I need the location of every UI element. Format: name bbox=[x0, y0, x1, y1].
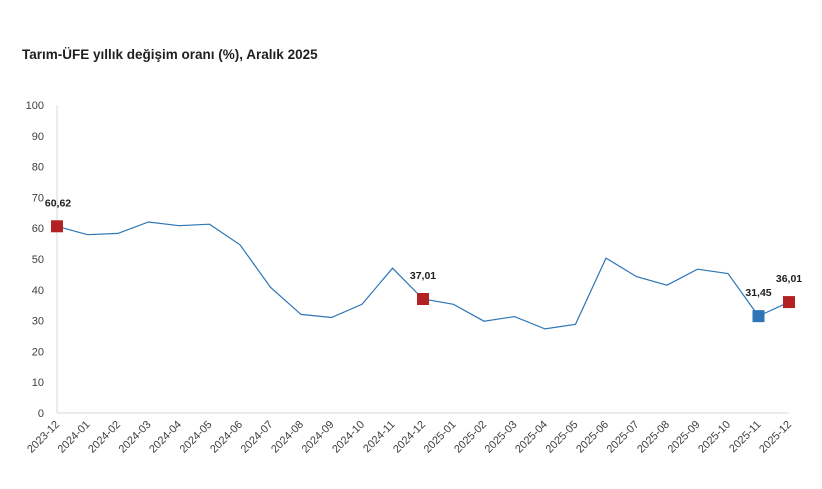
x-tick-label: 2025-05 bbox=[544, 419, 581, 456]
y-tick-label: 0 bbox=[38, 408, 44, 420]
y-axis: 0 10 20 30 40 50 60 70 80 90 100 bbox=[26, 100, 58, 420]
x-tick-label: 2025-08 bbox=[635, 419, 672, 456]
x-tick-label: 2024-06 bbox=[208, 419, 245, 456]
y-tick-label: 50 bbox=[32, 254, 44, 266]
y-tick-label: 40 bbox=[32, 285, 44, 297]
x-tick-label: 2025-04 bbox=[513, 419, 550, 456]
data-label: 31,45 bbox=[745, 287, 771, 299]
highlight-marker bbox=[783, 296, 795, 309]
x-tick-label: 2024-12 bbox=[391, 419, 428, 456]
x-tick-label: 2025-10 bbox=[696, 419, 733, 456]
y-tick-label: 80 bbox=[32, 162, 44, 174]
y-tick-label: 90 bbox=[32, 131, 44, 143]
y-tick-label: 70 bbox=[32, 192, 44, 204]
data-label: 36,01 bbox=[776, 273, 802, 285]
x-tick-label: 2024-04 bbox=[147, 419, 184, 456]
highlight-marker bbox=[752, 310, 765, 323]
highlight-marker bbox=[51, 220, 63, 233]
y-tick-label: 100 bbox=[26, 100, 44, 112]
x-tick-label: 2024-02 bbox=[86, 419, 123, 456]
x-tick-label: 2025-06 bbox=[574, 419, 611, 456]
x-tick-label: 2025-03 bbox=[483, 419, 520, 456]
y-tick-label: 60 bbox=[32, 223, 44, 235]
y-tick-label: 20 bbox=[32, 346, 44, 358]
x-tick-label: 2024-01 bbox=[56, 419, 93, 456]
data-label: 37,01 bbox=[410, 270, 436, 282]
x-tick-label: 2025-12 bbox=[757, 419, 794, 456]
y-tick-label: 30 bbox=[32, 316, 44, 328]
x-tick-label: 2023-12 bbox=[25, 419, 62, 456]
x-tick-label: 2024-05 bbox=[178, 419, 215, 456]
x-tick-label: 2024-07 bbox=[239, 419, 276, 456]
x-tick-label: 2024-10 bbox=[330, 419, 367, 456]
x-tick-label: 2024-09 bbox=[300, 419, 337, 456]
highlight-markers: 60,62 37,01 31,45 36,01 bbox=[45, 197, 802, 323]
x-axis: 2023-122024-012024-022024-032024-042024-… bbox=[25, 412, 794, 456]
x-tick-label: 2024-03 bbox=[117, 419, 154, 456]
chart-title: Tarım-ÜFE yıllık değişim oranı (%), Aral… bbox=[22, 47, 318, 62]
data-label: 60,62 bbox=[45, 197, 71, 209]
x-tick-label: 2024-08 bbox=[269, 419, 306, 456]
x-tick-label: 2025-01 bbox=[422, 419, 459, 456]
x-tick-label: 2025-09 bbox=[666, 419, 703, 456]
y-tick-label: 10 bbox=[32, 377, 44, 389]
x-tick-label: 2025-02 bbox=[452, 419, 489, 456]
highlight-marker bbox=[417, 293, 429, 306]
x-tick-label: 2025-07 bbox=[605, 419, 642, 456]
